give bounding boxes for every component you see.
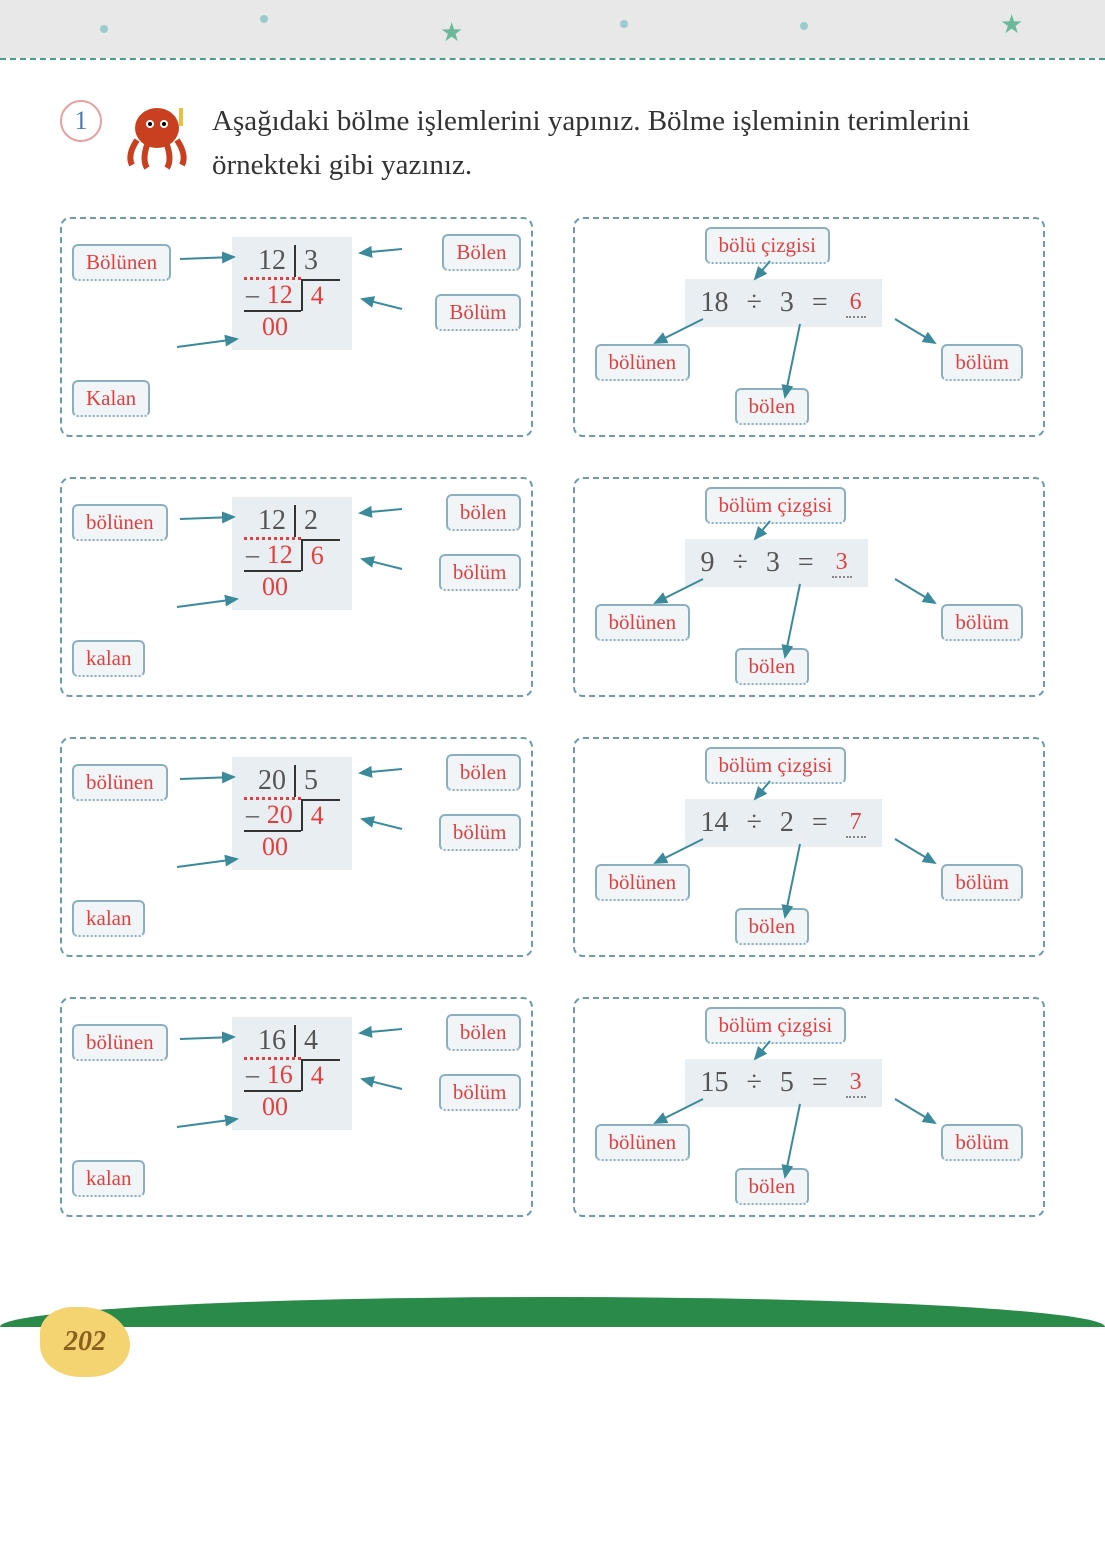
label-bolunen: bölünen — [72, 504, 168, 541]
label-bolu-cizgisi: bölü çizgisi — [705, 227, 830, 264]
division-work: 205 204 00 — [232, 757, 352, 870]
remainder: 00 — [244, 1092, 340, 1122]
eq-b: 3 — [766, 547, 780, 579]
divide-sign: ÷ — [733, 547, 748, 579]
equals-sign: = — [798, 547, 814, 579]
eq-b: 5 — [780, 1067, 794, 1099]
equation: 14 ÷ 2 = 7 — [685, 799, 882, 847]
label-bolen: Bölen — [442, 234, 520, 271]
label-bolunen: bölünen — [595, 604, 691, 641]
eq-a: 15 — [701, 1067, 729, 1099]
dividend: 12 — [244, 505, 294, 537]
division-work: 122 126 00 — [232, 497, 352, 610]
division-panel: bölünen bölen bölüm kalan 122 126 00 — [60, 477, 533, 697]
label-bolum: bölüm — [941, 864, 1023, 901]
eq-a: 9 — [701, 547, 715, 579]
eq-result: 7 — [846, 809, 866, 838]
exercise-header: 1 Aşağıdaki bölme işlemlerini yapınız. B… — [60, 100, 1045, 187]
label-bolum: Bölüm — [435, 294, 520, 331]
label-bolum: bölüm — [941, 344, 1023, 381]
label-bolunen: bölünen — [595, 344, 691, 381]
division-work: 164 164 00 — [232, 1017, 352, 1130]
instruction-text: Aşağıdaki bölme işlemlerini yapınız. Böl… — [212, 100, 1045, 187]
division-panel: bölünen bölen bölüm kalan 205 204 00 — [60, 737, 533, 957]
label-bolunen: bölünen — [595, 1124, 691, 1161]
quotient: 4 — [301, 1059, 340, 1091]
label-bolen: bölen — [446, 494, 521, 531]
divide-sign: ÷ — [747, 807, 762, 839]
eq-a: 14 — [701, 807, 729, 839]
equation-panel: bölüm çizgisi 15 ÷ 5 = 3 bölünen bölüm b… — [573, 997, 1046, 1217]
label-bolunen: bölünen — [72, 764, 168, 801]
label-kalan: Kalan — [72, 380, 150, 417]
equation-panel: bölüm çizgisi 9 ÷ 3 = 3 bölünen bölüm bö… — [573, 477, 1046, 697]
label-bolen: bölen — [735, 1168, 810, 1205]
dividend: 12 — [244, 245, 294, 277]
label-kalan: kalan — [72, 640, 145, 677]
label-bolen: bölen — [735, 648, 810, 685]
label-bolu-cizgisi: bölüm çizgisi — [705, 487, 847, 524]
subtrahend: 12 — [244, 277, 301, 312]
eq-result: 6 — [846, 289, 866, 318]
page-content: 1 Aşağıdaki bölme işlemlerini yapınız. B… — [0, 80, 1105, 1257]
divisor: 4 — [294, 1025, 334, 1057]
eq-result: 3 — [846, 1069, 866, 1098]
eq-result: 3 — [832, 549, 852, 578]
label-bolen: bölen — [446, 1014, 521, 1051]
dividend: 20 — [244, 765, 294, 797]
subtrahend: 16 — [244, 1057, 301, 1092]
label-bolunen: Bölünen — [72, 244, 171, 281]
eq-b: 2 — [780, 807, 794, 839]
quotient: 4 — [301, 799, 340, 831]
equals-sign: = — [812, 287, 828, 319]
label-bolu-cizgisi: bölüm çizgisi — [705, 747, 847, 784]
equation: 15 ÷ 5 = 3 — [685, 1059, 882, 1107]
octopus-icon — [117, 100, 197, 170]
label-bolu-cizgisi: bölüm çizgisi — [705, 1007, 847, 1044]
equation: 9 ÷ 3 = 3 — [685, 539, 868, 587]
divisor: 5 — [294, 765, 334, 797]
label-kalan: kalan — [72, 900, 145, 937]
equals-sign: = — [812, 807, 828, 839]
label-bolen: bölen — [735, 908, 810, 945]
label-bolum: bölüm — [941, 604, 1023, 641]
division-work: 123 124 00 — [232, 237, 352, 350]
equals-sign: = — [812, 1067, 828, 1099]
label-kalan: kalan — [72, 1160, 145, 1197]
eq-a: 18 — [701, 287, 729, 319]
division-panel: Bölünen Bölen Bölüm Kalan 123 124 00 — [60, 217, 533, 437]
equation-panel: bölü çizgisi 18 ÷ 3 = 6 bölünen bölüm bö… — [573, 217, 1046, 437]
label-bolum: bölüm — [439, 554, 521, 591]
dividend: 16 — [244, 1025, 294, 1057]
exercise-grid: Bölünen Bölen Bölüm Kalan 123 124 00 böl… — [60, 217, 1045, 1217]
remainder: 00 — [244, 572, 340, 602]
label-bolen: bölen — [446, 754, 521, 791]
division-panel: bölünen bölen bölüm kalan 164 164 00 — [60, 997, 533, 1217]
equation: 18 ÷ 3 = 6 — [685, 279, 882, 327]
equation-panel: bölüm çizgisi 14 ÷ 2 = 7 bölünen bölüm b… — [573, 737, 1046, 957]
label-bolum: bölüm — [439, 1074, 521, 1111]
exercise-number-badge: 1 — [60, 100, 102, 142]
label-bolum: bölüm — [941, 1124, 1023, 1161]
divisor: 2 — [294, 505, 334, 537]
page-decoration: ★ ★ — [0, 0, 1105, 80]
label-bolunen: bölünen — [595, 864, 691, 901]
quotient: 6 — [301, 539, 340, 571]
subtrahend: 20 — [244, 797, 301, 832]
subtrahend: 12 — [244, 537, 301, 572]
divide-sign: ÷ — [747, 287, 762, 319]
label-bolen: bölen — [735, 388, 810, 425]
eq-b: 3 — [780, 287, 794, 319]
divide-sign: ÷ — [747, 1067, 762, 1099]
quotient: 4 — [301, 279, 340, 311]
remainder: 00 — [244, 832, 340, 862]
divisor: 3 — [294, 245, 334, 277]
remainder: 00 — [244, 312, 340, 342]
label-bolum: bölüm — [439, 814, 521, 851]
page-footer: 202 — [0, 1297, 1105, 1397]
label-bolunen: bölünen — [72, 1024, 168, 1061]
